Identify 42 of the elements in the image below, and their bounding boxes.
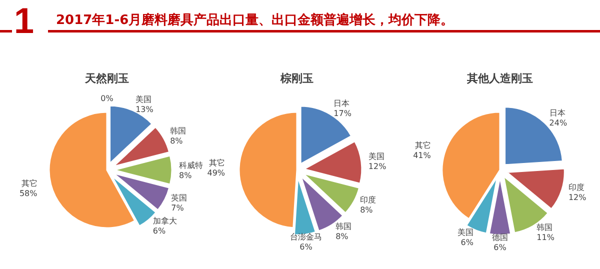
slice-label: 美国 bbox=[457, 228, 474, 237]
slice-label: 其它 bbox=[209, 158, 226, 168]
slice-label: 日本 bbox=[334, 99, 350, 108]
data-label: 41% bbox=[413, 150, 432, 160]
data-label: 58% bbox=[19, 188, 38, 198]
slice-label: 其它 bbox=[414, 140, 431, 150]
data-label: 6% bbox=[300, 242, 313, 252]
slice-label: 韩国 bbox=[170, 126, 186, 136]
text: 0% bbox=[100, 94, 114, 103]
data-label: 6% bbox=[152, 226, 166, 236]
data-label: 12% bbox=[368, 162, 387, 171]
data-label: 6% bbox=[494, 243, 507, 252]
data-label: 7% bbox=[171, 204, 184, 213]
data-label: 13% bbox=[136, 104, 154, 114]
data-label: 6% bbox=[460, 238, 474, 247]
data-label: 8% bbox=[170, 136, 184, 146]
data-label: 49% bbox=[207, 168, 226, 178]
chart-title: 棕刚玉 bbox=[280, 72, 314, 85]
slice-label: 台澎金马 bbox=[290, 232, 322, 242]
data-label: 11% bbox=[536, 232, 555, 242]
slice-label: 其它 bbox=[21, 178, 38, 188]
data-label: 12% bbox=[568, 193, 587, 202]
data-label: 17% bbox=[334, 109, 352, 118]
data-label: 8% bbox=[360, 206, 374, 215]
slice-label: 加拿大 bbox=[152, 216, 177, 226]
slice-label: 美国 bbox=[136, 94, 152, 104]
data-label: 8% bbox=[336, 232, 349, 241]
chart-title: 其他人造刚玉 bbox=[466, 72, 533, 85]
slice-label: 英国 bbox=[171, 194, 188, 203]
chart-title: 天然刚玉 bbox=[84, 72, 129, 85]
slice-label: 科威特 bbox=[179, 161, 203, 170]
slice-label: 韩国 bbox=[336, 222, 352, 231]
text: 2017年1-6月磨料磨具产品出口量、出口金额普遍增长，均价下降。 bbox=[56, 12, 454, 28]
slice-label: 日本 bbox=[549, 108, 566, 118]
slice-label: 德国 bbox=[492, 233, 508, 242]
slice-label: 印度 bbox=[568, 183, 584, 192]
data-label: 8% bbox=[179, 171, 192, 180]
text: 1 bbox=[14, 0, 34, 41]
data-label: 24% bbox=[549, 118, 568, 128]
slice-label: 韩国 bbox=[536, 222, 553, 232]
slice-label: 美国 bbox=[368, 152, 384, 161]
slice-label: 印度 bbox=[360, 196, 376, 205]
